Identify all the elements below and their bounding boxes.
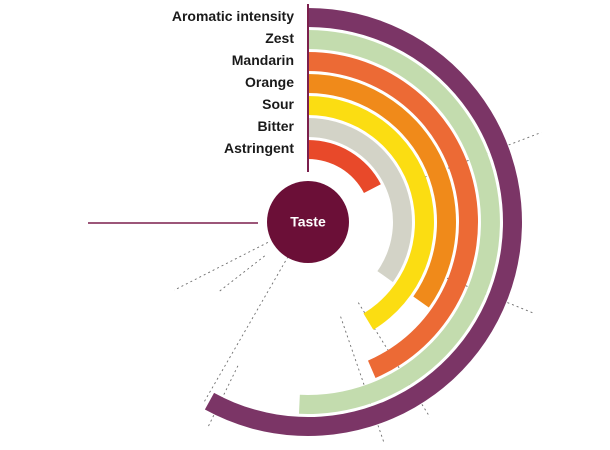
guide-line-left-1: [217, 255, 265, 294]
label-astringent: Astringent: [224, 140, 294, 156]
label-zest: Zest: [265, 30, 294, 46]
bar-arcs: [204, 8, 522, 436]
guide-line-6: [202, 247, 294, 405]
label-sour: Sour: [262, 96, 294, 112]
bar-astringent: [308, 140, 381, 194]
guide-line-5: [206, 365, 239, 429]
center-label: Taste: [290, 214, 326, 230]
category-labels: Aromatic intensity Zest Mandarin Orange Sour…: [172, 8, 295, 156]
bar-orange: [308, 74, 457, 308]
guide-line-left-2: [174, 241, 269, 291]
bar-sour: [308, 96, 434, 330]
bar-mandarin: [308, 52, 479, 379]
label-aromatic-intensity: Aromatic intensity: [172, 8, 294, 24]
bar-bitter: [308, 118, 413, 283]
center-circle: [267, 181, 349, 263]
label-mandarin: Mandarin: [232, 52, 294, 68]
label-orange: Orange: [245, 74, 294, 90]
label-bitter: Bitter: [257, 118, 294, 134]
